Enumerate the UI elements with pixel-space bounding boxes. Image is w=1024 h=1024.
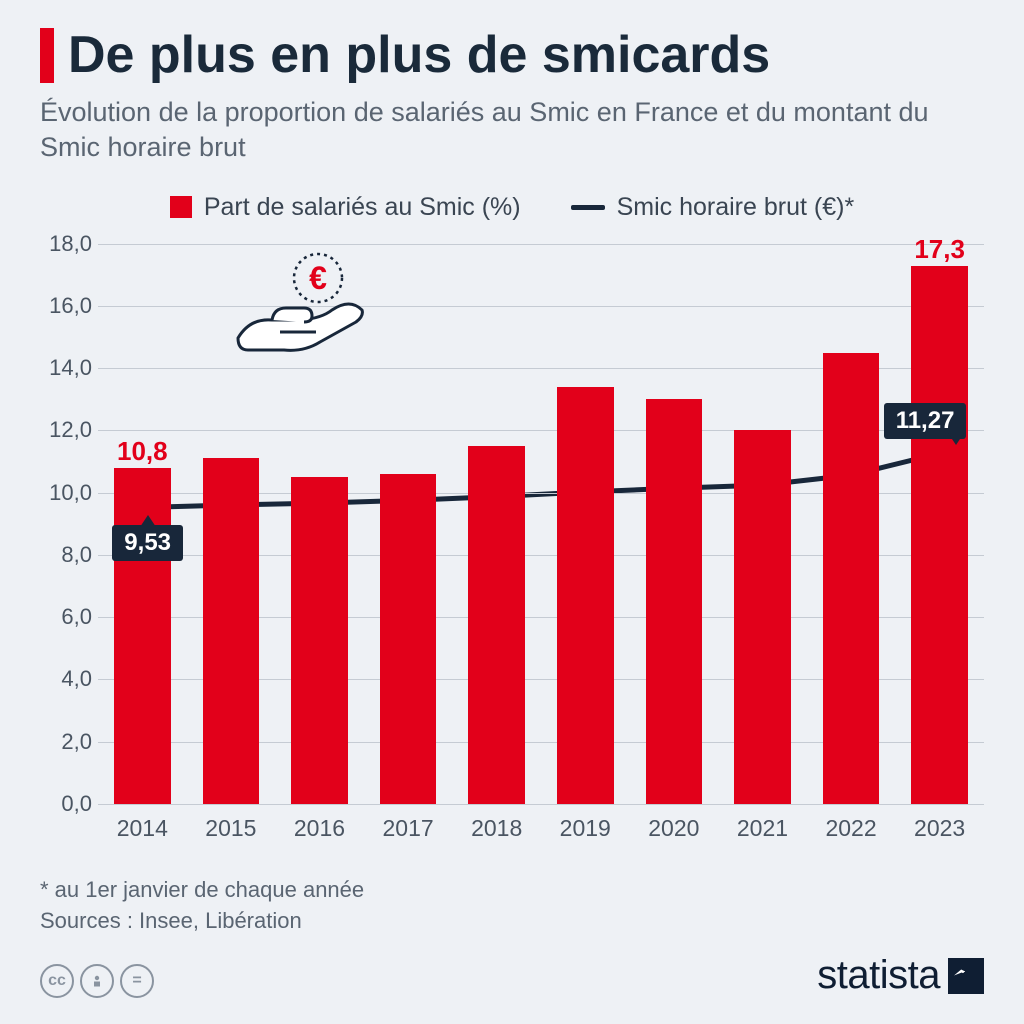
y-axis-label: 10,0 <box>40 480 92 506</box>
bar-slot: 202317,3 <box>895 244 984 804</box>
bar <box>646 399 703 803</box>
y-axis-label: 0,0 <box>40 791 92 817</box>
bars-container: 201410,820152016201720182019202020212022… <box>98 244 984 804</box>
title-accent-bar <box>40 28 54 83</box>
y-axis-label: 2,0 <box>40 729 92 755</box>
plot-area: 0,02,04,06,08,010,012,014,016,018,020141… <box>98 244 984 804</box>
footnote-asterisk: * au 1er janvier de chaque année <box>40 875 984 906</box>
chart-title: De plus en plus de smicards <box>68 28 770 83</box>
statista-logo: statista <box>817 953 984 998</box>
legend-line-item: Smic horaire brut (€)* <box>571 193 855 222</box>
y-axis-label: 6,0 <box>40 604 92 630</box>
bar <box>468 446 525 804</box>
callout-tail <box>948 433 964 445</box>
legend-bar-label: Part de salariés au Smic (%) <box>204 193 521 222</box>
chart-footer: * au 1er janvier de chaque année Sources… <box>40 875 984 998</box>
legend-bar-item: Part de salariés au Smic (%) <box>170 193 521 222</box>
x-axis-label: 2019 <box>541 815 630 842</box>
bar <box>203 458 260 803</box>
line-value-callout: 9,53 <box>112 525 183 561</box>
chart-subtitle: Évolution de la proportion de salariés a… <box>40 95 984 165</box>
bar-value-label: 10,8 <box>98 436 187 467</box>
x-axis-label: 2023 <box>895 815 984 842</box>
chart-header: De plus en plus de smicards Évolution de… <box>0 0 1024 165</box>
y-axis-label: 4,0 <box>40 666 92 692</box>
legend-bar-swatch <box>170 196 192 218</box>
legend-line-swatch <box>571 205 605 210</box>
callout-tail <box>140 515 156 527</box>
gridline <box>98 804 984 805</box>
bar-slot: 2017 <box>364 244 453 804</box>
bar <box>911 266 968 804</box>
x-axis-label: 2014 <box>98 815 187 842</box>
bar-slot: 2016 <box>275 244 364 804</box>
cc-icon: cc <box>40 964 74 998</box>
title-row: De plus en plus de smicards <box>40 28 984 83</box>
x-axis-label: 2020 <box>630 815 719 842</box>
chart-legend: Part de salariés au Smic (%) Smic horair… <box>0 193 1024 222</box>
bar <box>291 477 348 804</box>
footnote-sources: Sources : Insee, Libération <box>40 906 984 937</box>
bar-value-label: 17,3 <box>895 234 984 265</box>
cc-by-icon <box>80 964 114 998</box>
x-axis-label: 2022 <box>807 815 896 842</box>
bar-slot: 2022 <box>807 244 896 804</box>
bar-slot: 2015 <box>187 244 276 804</box>
y-axis-label: 18,0 <box>40 231 92 257</box>
x-axis-label: 2021 <box>718 815 807 842</box>
bar-slot: 2018 <box>452 244 541 804</box>
bar-slot: 2019 <box>541 244 630 804</box>
bar-slot: 2021 <box>718 244 807 804</box>
bar <box>823 353 880 804</box>
y-axis-label: 16,0 <box>40 293 92 319</box>
chart-area: 0,02,04,06,08,010,012,014,016,018,020141… <box>70 244 994 844</box>
logo-mark-icon <box>948 958 984 994</box>
legend-line-label: Smic horaire brut (€)* <box>617 193 855 222</box>
bar <box>734 430 791 803</box>
y-axis-label: 8,0 <box>40 542 92 568</box>
bar <box>557 387 614 804</box>
x-axis-label: 2015 <box>187 815 276 842</box>
cc-nd-icon: = <box>120 964 154 998</box>
x-axis-label: 2018 <box>452 815 541 842</box>
cc-license-icons: cc = <box>40 964 154 998</box>
x-axis-label: 2016 <box>275 815 364 842</box>
y-axis-label: 14,0 <box>40 355 92 381</box>
y-axis-label: 12,0 <box>40 417 92 443</box>
bar-slot: 2020 <box>630 244 719 804</box>
logo-text: statista <box>817 953 940 998</box>
bar <box>380 474 437 804</box>
x-axis-label: 2017 <box>364 815 453 842</box>
